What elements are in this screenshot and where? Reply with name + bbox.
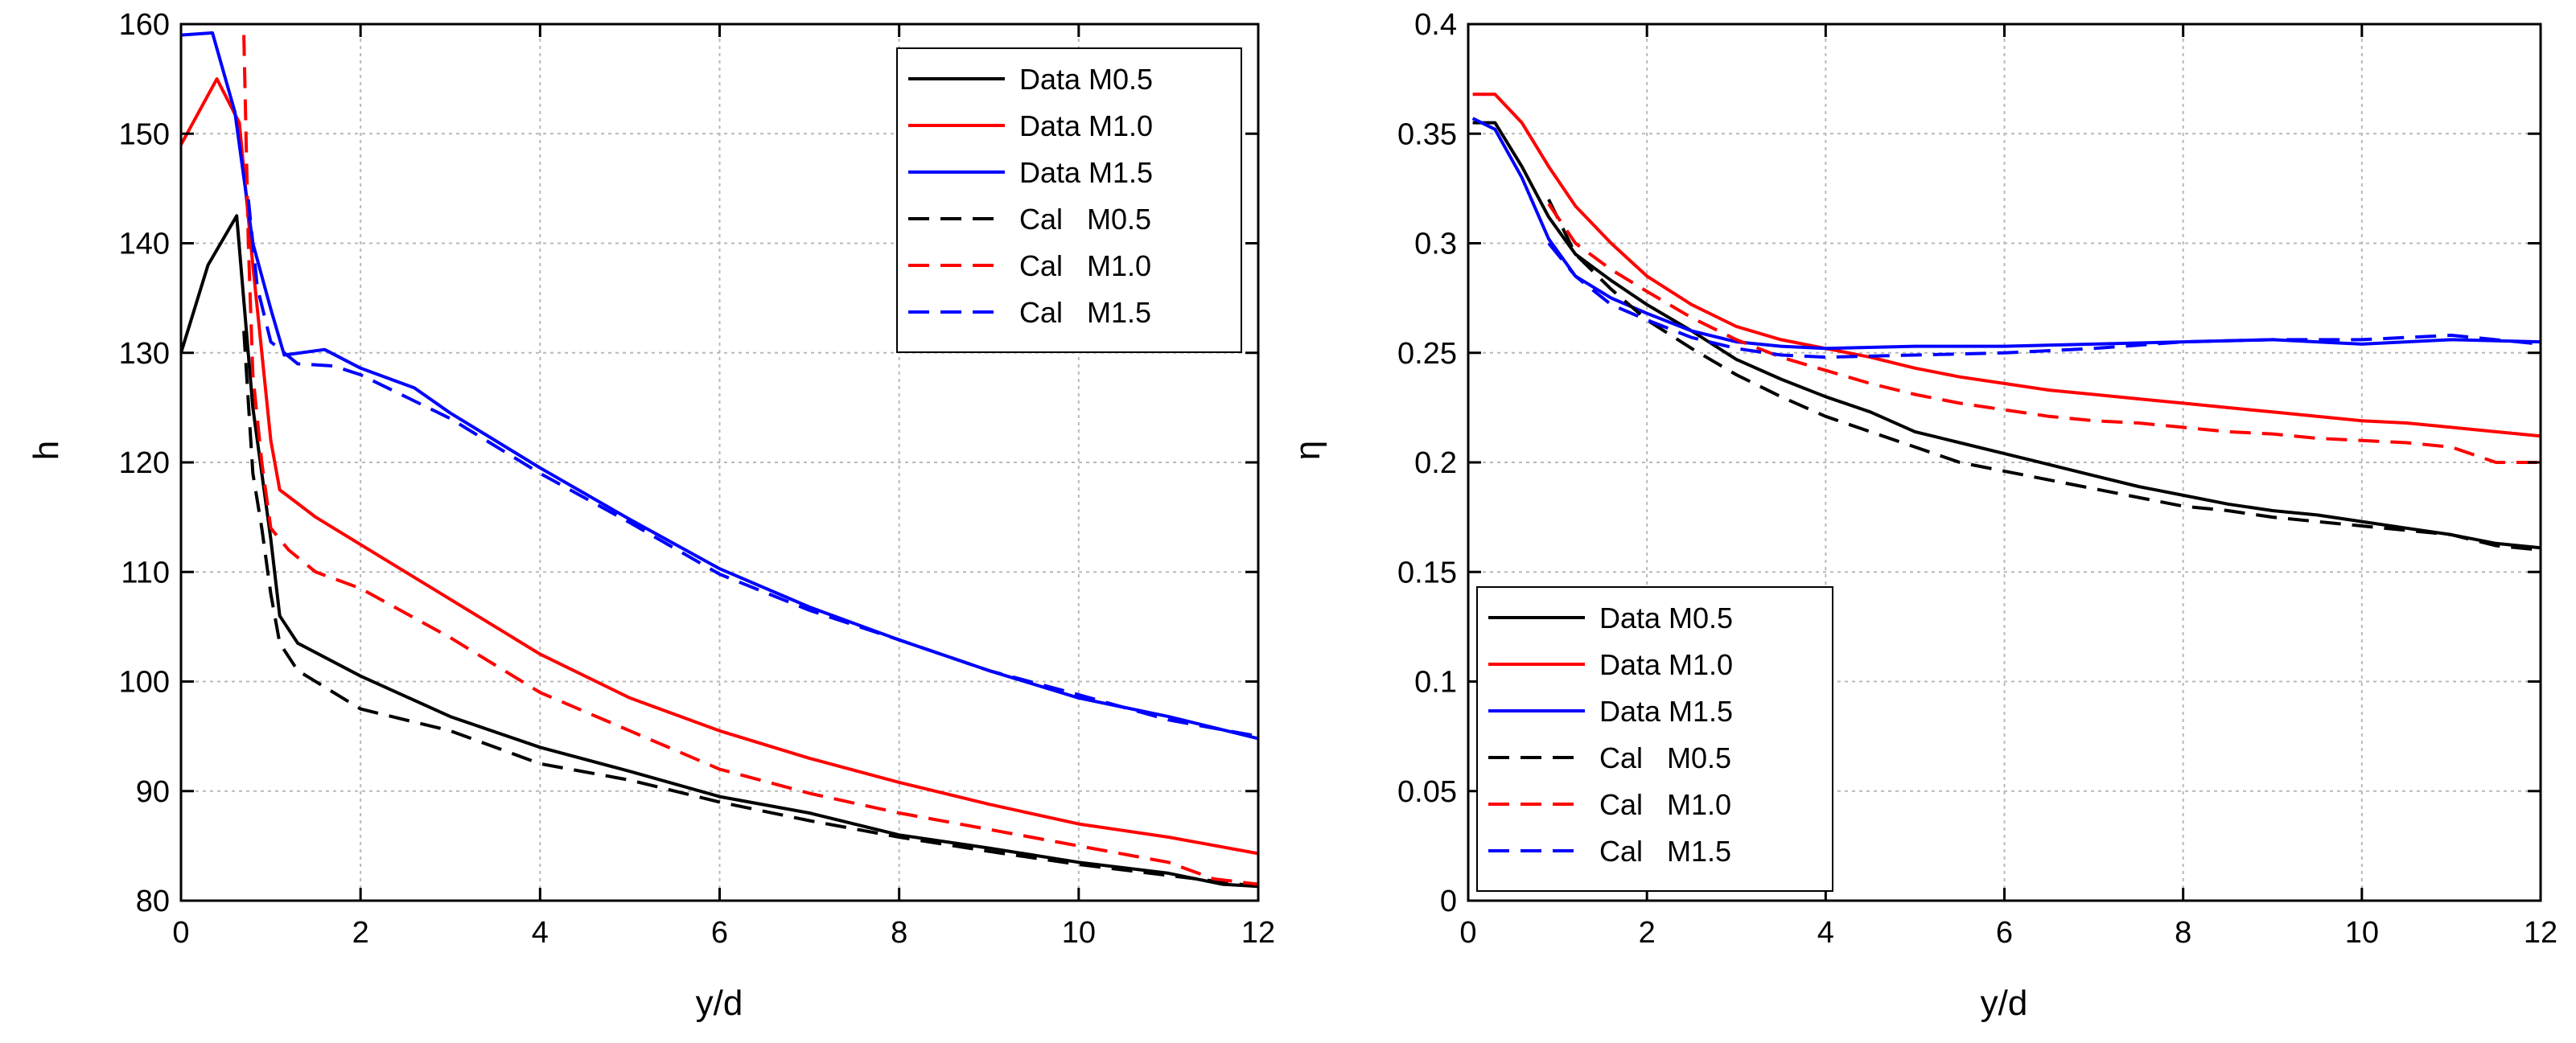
legend-label-3: Data M1.5 <box>1599 695 1733 728</box>
legend-label-1: Data M0.5 <box>1019 63 1153 96</box>
x-tick-label: 4 <box>532 916 549 950</box>
chart-panel-1: 0 2 4 6 8 10 12 80 90 100 110 120 130 140 150 160 y/d h Da… <box>27 8 1275 1023</box>
y-tick-label: 0.1 <box>1414 666 1457 700</box>
series-line-4 <box>1547 199 2541 552</box>
y-tick-label: 80 <box>136 885 170 918</box>
x-tick-label: 12 <box>2524 916 2557 950</box>
x-tick-label: 6 <box>1996 916 2013 950</box>
y-tick-label: 0.2 <box>1414 446 1457 480</box>
x-tick-label: 10 <box>2345 916 2379 950</box>
y-tick-label: 0 <box>1440 885 1457 918</box>
legend-label-5: Cal M1.0 <box>1599 788 1731 821</box>
x-tick-label: 6 <box>711 916 728 950</box>
series-line-5 <box>242 35 1259 886</box>
legend-label-4: Cal M0.5 <box>1019 203 1151 236</box>
x-tick-label: 10 <box>1062 916 1096 950</box>
legend-label-6: Cal M1.5 <box>1599 835 1731 868</box>
x-tick-label: 2 <box>352 916 369 950</box>
y-tick-label: 160 <box>119 8 170 42</box>
series-line-5 <box>1547 203 2541 464</box>
x-axis-title: y/d <box>1981 983 2028 1023</box>
legend-label-2: Data M1.0 <box>1599 648 1733 681</box>
x-tick-label: 4 <box>1817 916 1834 950</box>
chart-panel-2: 0 2 4 6 8 10 12 0 0.05 0.1 0.15 0.2 0.25 0.3 0.35 0.4 y/… <box>1288 8 2557 1023</box>
legend-box <box>1476 586 1833 892</box>
legend-label-1: Data M0.5 <box>1599 602 1733 634</box>
series-line-1 <box>1472 121 2541 550</box>
legend-label-4: Cal M0.5 <box>1599 741 1731 774</box>
y-tick-label: 0.15 <box>1397 556 1457 589</box>
series-line-2 <box>1472 92 2541 438</box>
y-tick-label: 0.3 <box>1414 228 1457 261</box>
legend: Data M0.5 Data M1.0 Data M1.5 Cal M0.5 Cal M… <box>896 47 1242 353</box>
y-tick-label: 90 <box>136 775 170 809</box>
x-tick-label: 2 <box>1639 916 1656 950</box>
y-tick-label: 120 <box>119 446 170 480</box>
y-tick-label: 0.25 <box>1397 337 1457 371</box>
x-axis-title: y/d <box>696 983 743 1023</box>
x-tick-label: 8 <box>2175 916 2191 950</box>
legend: Data M0.5 Data M1.0 Data M1.5 Cal M0.5 Cal M… <box>1476 586 1833 892</box>
y-axis-title: h <box>27 441 66 460</box>
series-line-4 <box>242 331 1259 889</box>
x-tick-label: 0 <box>1459 916 1476 950</box>
series-line-6 <box>246 199 1259 738</box>
y-tick-label: 100 <box>119 666 170 700</box>
y-tick-label: 150 <box>119 117 170 151</box>
x-tick-label: 0 <box>172 916 189 950</box>
legend-label-2: Data M1.0 <box>1019 109 1153 142</box>
y-tick-label: 110 <box>121 556 170 589</box>
series-line-1 <box>179 214 1259 889</box>
y-tick-label: 0.35 <box>1397 117 1457 151</box>
legend-label-3: Data M1.5 <box>1019 156 1153 189</box>
y-tick-label: 130 <box>119 337 170 371</box>
x-tick-label: 12 <box>1241 916 1275 950</box>
y-tick-label: 140 <box>119 228 170 261</box>
series-line-2 <box>179 77 1259 856</box>
series-line-6 <box>1547 242 2541 359</box>
legend-box <box>896 47 1242 353</box>
legend-label-5: Cal M1.0 <box>1019 249 1151 282</box>
y-tick-label: 0.05 <box>1397 775 1457 809</box>
x-tick-label: 8 <box>891 916 907 950</box>
legend-label-6: Cal M1.5 <box>1019 296 1151 329</box>
y-tick-label: 0.4 <box>1414 8 1457 42</box>
y-axis-title: η <box>1288 441 1327 460</box>
